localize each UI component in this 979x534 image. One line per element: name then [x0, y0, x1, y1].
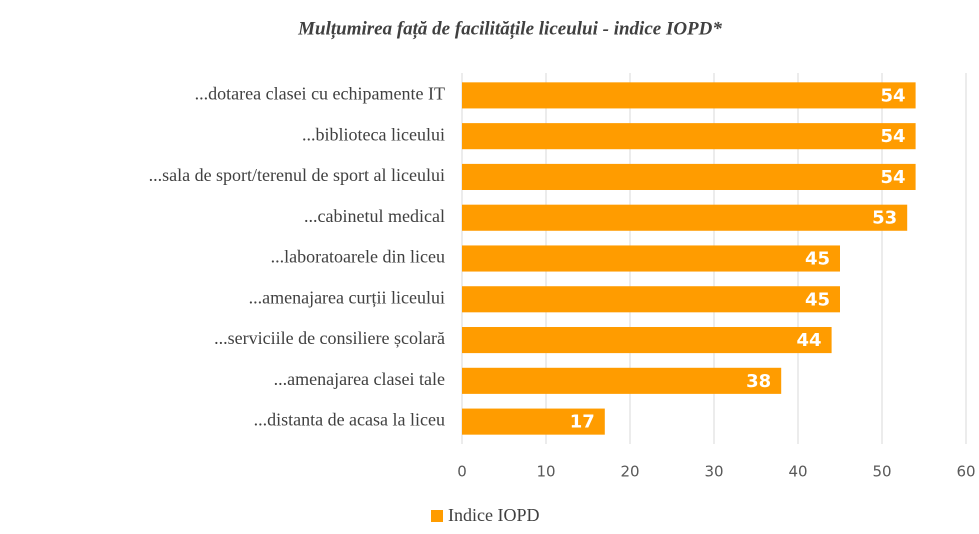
legend-label: Indice IOPD — [448, 505, 539, 525]
value-label: 44 — [797, 330, 822, 351]
bar — [462, 204, 908, 231]
bar — [462, 163, 916, 190]
x-tick-label: 0 — [457, 463, 467, 481]
chart-title: Mulțumirea față de facilitățile liceului… — [297, 18, 722, 39]
bar — [462, 327, 832, 354]
x-tick-label: 60 — [956, 463, 975, 481]
y-tick-label: ...biblioteca liceului — [302, 124, 445, 144]
bar — [462, 367, 782, 394]
y-tick-label: ...distanta de acasa la liceu — [254, 410, 445, 430]
x-tick-label: 30 — [704, 463, 723, 481]
value-label: 17 — [570, 412, 595, 433]
bar — [462, 123, 916, 150]
value-label: 45 — [805, 289, 830, 310]
y-tick-label: ...serviciile de consiliere școlară — [214, 328, 445, 348]
y-tick-label: ...amenajarea curții liceului — [249, 287, 445, 307]
value-label: 38 — [746, 371, 771, 392]
y-tick-label: ...sala de sport/terenul de sport al lic… — [149, 165, 445, 185]
value-label: 45 — [805, 249, 830, 270]
value-label: 54 — [881, 85, 906, 106]
y-tick-label: ...amenajarea clasei tale — [274, 369, 445, 389]
value-label: 54 — [881, 126, 906, 147]
y-tick-label: ...laboratoarele din liceu — [271, 247, 445, 267]
x-tick-label: 40 — [788, 463, 807, 481]
bar — [462, 82, 916, 109]
x-tick-label: 20 — [620, 463, 639, 481]
y-tick-label: ...dotarea clasei cu echipamente IT — [195, 84, 445, 104]
y-tick-label: ...cabinetul medical — [304, 206, 445, 226]
value-label: 54 — [881, 167, 906, 188]
value-label: 53 — [872, 208, 897, 229]
bar — [462, 286, 840, 313]
x-tick-label: 50 — [872, 463, 891, 481]
bar — [462, 408, 605, 435]
bar — [462, 245, 840, 272]
x-tick-label: 10 — [536, 463, 555, 481]
legend-swatch — [431, 510, 443, 522]
